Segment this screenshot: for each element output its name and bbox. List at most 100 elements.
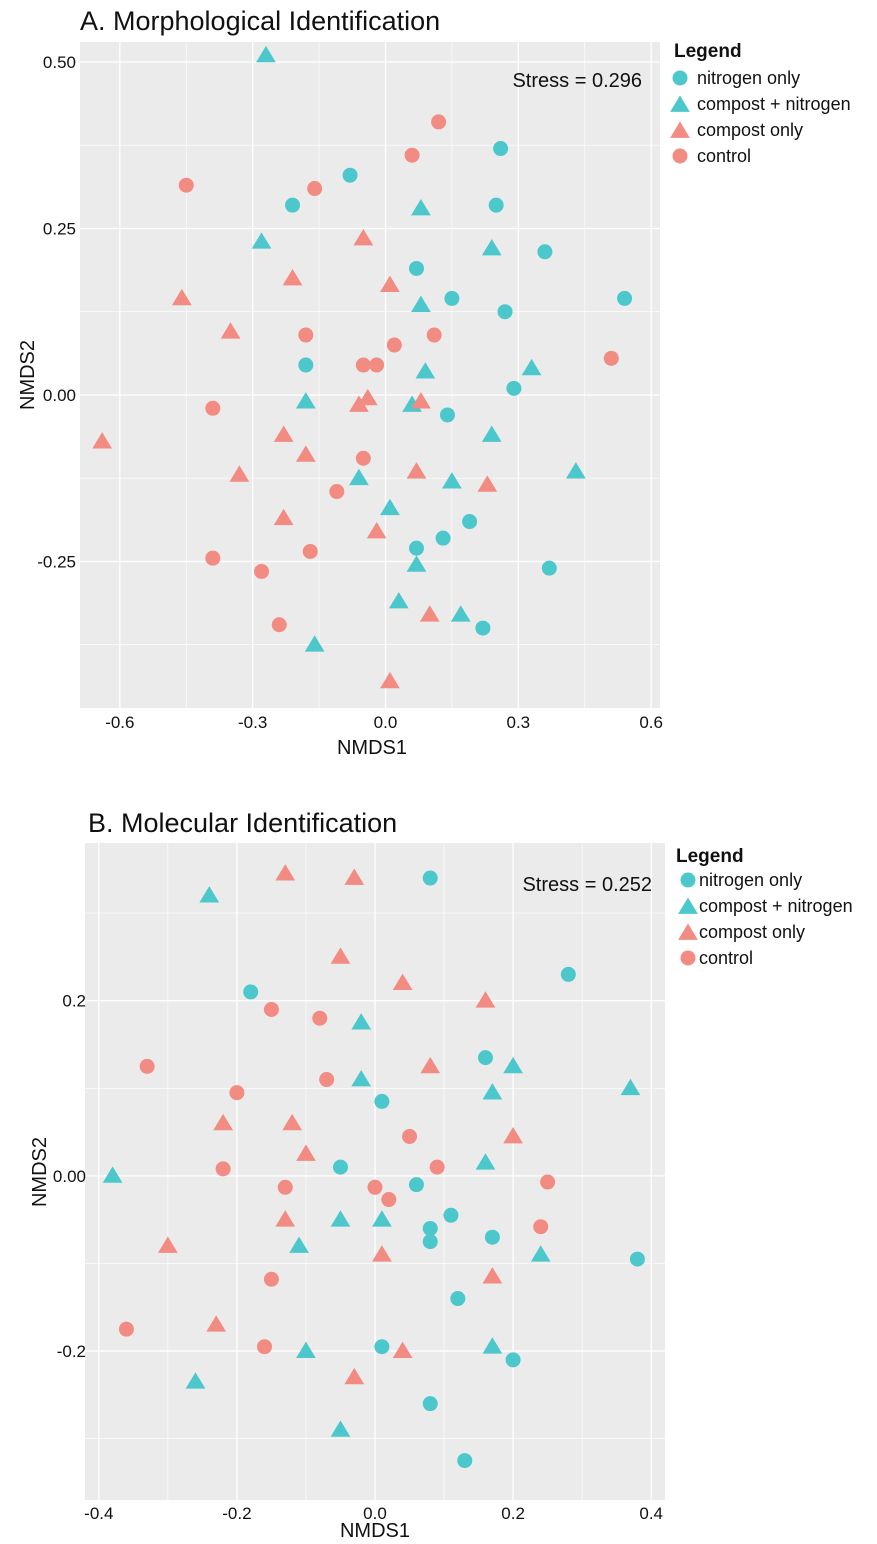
data-point <box>349 468 369 486</box>
data-point <box>435 530 451 546</box>
data-point <box>484 1229 500 1245</box>
y-tick-label: 0.2 <box>62 992 86 1011</box>
data-point <box>406 462 427 479</box>
data-point <box>319 1072 335 1088</box>
data-point <box>312 1010 328 1026</box>
legend-label: nitrogen only <box>697 68 800 88</box>
data-point <box>374 1093 390 1109</box>
data-point <box>603 350 619 366</box>
data-point <box>493 141 509 157</box>
data-point <box>530 1245 551 1262</box>
data-point <box>178 177 194 193</box>
x-tick-label: -0.2 <box>222 1504 251 1523</box>
data-point <box>481 425 502 442</box>
grid <box>85 843 665 1500</box>
data-point <box>381 1192 397 1208</box>
legend-key <box>672 70 688 86</box>
x-tick-label: 0.0 <box>363 1504 387 1523</box>
data-point <box>275 864 296 881</box>
data-point <box>457 1453 473 1469</box>
data-point <box>206 1315 227 1332</box>
data-point <box>273 508 294 526</box>
x-tick-label: 0.2 <box>501 1504 525 1523</box>
chart-title: B. Molecular Identification <box>88 808 397 838</box>
x-tick-label: 0.6 <box>639 713 663 732</box>
data-point <box>298 327 314 343</box>
data-point <box>475 991 496 1008</box>
y-tick-label: 0.50 <box>43 53 76 72</box>
data-point <box>351 1070 372 1087</box>
data-point <box>369 357 385 373</box>
legend-key <box>678 923 698 940</box>
data-point <box>298 357 314 373</box>
data-point <box>442 472 462 489</box>
data-point <box>462 514 478 530</box>
data-point <box>422 1234 438 1250</box>
data-point <box>296 1144 316 1161</box>
data-point <box>540 1174 556 1190</box>
data-point <box>411 295 431 312</box>
data-point <box>422 1396 438 1412</box>
legend-key <box>678 897 698 914</box>
x-tick-label: 0.0 <box>374 713 398 732</box>
data-point <box>566 462 586 479</box>
data-point <box>475 1153 496 1170</box>
y-tick-label: 0.00 <box>53 1167 86 1186</box>
legend-label: compost only <box>699 922 805 942</box>
data-point <box>404 147 420 163</box>
data-point <box>429 1159 445 1175</box>
data-point <box>380 671 400 689</box>
legend-key <box>670 121 690 138</box>
legend-key <box>680 950 696 966</box>
stress-annotation: Stress = 0.252 <box>522 874 652 896</box>
data-point <box>282 268 303 286</box>
data-point <box>411 199 431 216</box>
data-point <box>497 304 513 320</box>
legend-label: control <box>697 146 751 166</box>
panel-morphological: A. Morphological Identification -0.6 -0.3… <box>17 6 851 759</box>
y-tick-label: -0.2 <box>57 1342 86 1361</box>
data-point <box>295 392 316 409</box>
data-point <box>118 1321 134 1337</box>
data-point <box>199 886 220 903</box>
data-point <box>372 1210 392 1227</box>
data-point <box>503 1056 523 1074</box>
data-point <box>422 870 438 886</box>
data-point <box>251 232 272 249</box>
data-point <box>392 973 413 991</box>
data-point <box>229 1085 245 1101</box>
data-point <box>185 1372 206 1389</box>
data-point <box>353 228 374 246</box>
panel-molecular: B. Molecular Identification -0.4 -0.2 0.0 0… <box>29 808 853 1542</box>
data-point <box>506 380 522 396</box>
legend: Legend nitrogen only compost + nitrogen co… <box>670 41 851 166</box>
data-point <box>351 1013 372 1030</box>
data-point <box>419 605 440 622</box>
data-point <box>386 337 402 353</box>
y-tick-label: 0.25 <box>43 219 76 238</box>
data-point <box>213 1113 233 1131</box>
data-point <box>388 591 409 609</box>
data-point <box>330 1210 351 1227</box>
chart-title: A. Morphological Identification <box>80 6 440 36</box>
data-point <box>450 605 471 622</box>
data-point <box>254 563 270 579</box>
y-axis-title: NMDS2 <box>17 340 39 410</box>
stress-annotation: Stress = 0.296 <box>512 70 642 92</box>
legend-label: compost + nitrogen <box>697 94 851 114</box>
legend-key <box>670 95 690 112</box>
data-point <box>380 275 400 292</box>
data-point <box>332 1159 348 1175</box>
data-point <box>503 1126 523 1144</box>
data-point <box>482 1267 503 1284</box>
legend-title: Legend <box>674 41 742 62</box>
data-point <box>355 450 371 466</box>
data-point <box>229 465 250 482</box>
data-point <box>329 484 345 500</box>
y-tick-labels: -0.2 0.00 0.2 <box>53 992 86 1361</box>
legend-key <box>672 148 688 164</box>
data-point <box>277 1179 293 1195</box>
data-point <box>330 947 351 964</box>
data-point <box>139 1058 155 1074</box>
